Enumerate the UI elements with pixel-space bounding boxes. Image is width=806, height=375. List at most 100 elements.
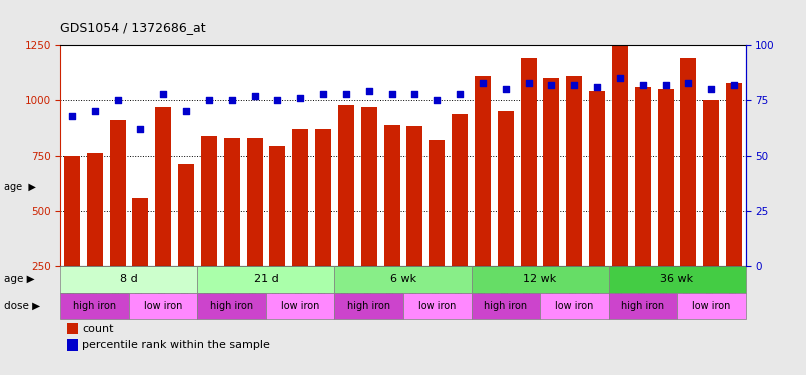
Point	[134, 126, 147, 132]
Bar	[612, 72, 628, 321]
Bar	[266, 293, 334, 320]
Bar	[129, 293, 197, 320]
Bar	[635, 142, 650, 321]
Point	[88, 108, 101, 114]
Point	[430, 97, 443, 103]
Bar	[452, 114, 468, 266]
Bar	[384, 124, 400, 266]
Bar	[609, 266, 746, 293]
Text: low iron: low iron	[281, 301, 319, 311]
Bar	[361, 162, 376, 321]
Bar	[338, 160, 354, 321]
Bar	[132, 253, 148, 321]
Bar	[475, 76, 491, 266]
Text: GDS1054 / 1372686_at: GDS1054 / 1372686_at	[60, 21, 206, 34]
Point	[613, 75, 626, 81]
Point	[704, 86, 717, 92]
Bar	[224, 193, 239, 321]
Bar	[269, 201, 285, 321]
Text: count: count	[82, 324, 114, 334]
Bar	[156, 162, 171, 321]
Point	[499, 86, 513, 92]
Point	[180, 108, 193, 114]
Bar	[178, 220, 194, 321]
Text: percentile rank within the sample: percentile rank within the sample	[82, 340, 270, 350]
Point	[363, 88, 376, 94]
Bar	[403, 293, 472, 320]
Bar	[680, 58, 696, 266]
Bar	[384, 180, 400, 321]
Point	[317, 91, 330, 97]
Bar	[635, 87, 650, 266]
Bar	[68, 339, 77, 351]
Bar	[543, 134, 559, 321]
Point	[271, 97, 284, 103]
Point	[385, 91, 398, 97]
Point	[156, 91, 169, 97]
Point	[111, 97, 124, 103]
Bar	[315, 129, 331, 266]
Bar	[726, 82, 742, 266]
Bar	[269, 146, 285, 266]
Text: high iron: high iron	[484, 301, 527, 311]
Point	[567, 82, 580, 88]
Point	[591, 84, 604, 90]
Bar	[197, 293, 266, 320]
Bar	[60, 266, 197, 293]
Bar	[293, 184, 308, 321]
Bar	[430, 140, 445, 266]
Point	[225, 97, 239, 103]
Text: high iron: high iron	[73, 301, 116, 311]
Bar	[178, 165, 194, 266]
Bar	[521, 58, 537, 266]
Bar	[338, 105, 354, 266]
Bar	[201, 136, 217, 266]
Text: 12 wk: 12 wk	[523, 274, 557, 285]
Bar	[475, 131, 491, 321]
Bar	[87, 153, 102, 266]
Bar	[658, 144, 674, 321]
Text: 8 d: 8 d	[120, 274, 138, 285]
Point	[637, 82, 650, 88]
Bar	[87, 209, 102, 321]
Bar	[567, 131, 582, 321]
Bar	[132, 198, 148, 266]
Bar	[247, 193, 263, 321]
Bar	[430, 195, 445, 321]
Point	[545, 82, 558, 88]
Point	[659, 82, 672, 88]
Bar	[452, 169, 468, 321]
Bar	[567, 76, 582, 266]
Bar	[589, 147, 605, 321]
Point	[682, 80, 695, 86]
Point	[248, 93, 261, 99]
Bar	[60, 293, 129, 320]
Bar	[543, 78, 559, 266]
Text: low iron: low iron	[144, 301, 182, 311]
Bar	[498, 166, 513, 321]
Text: 6 wk: 6 wk	[390, 274, 416, 285]
Bar	[612, 16, 628, 266]
Point	[408, 91, 421, 97]
Point	[476, 80, 489, 86]
Point	[293, 95, 306, 101]
Bar	[315, 184, 331, 321]
Bar	[704, 100, 719, 266]
Bar	[197, 266, 334, 293]
Bar	[704, 156, 719, 321]
Text: low iron: low iron	[692, 301, 730, 311]
Text: age  ▶: age ▶	[4, 183, 36, 192]
Text: 36 wk: 36 wk	[660, 274, 694, 285]
Point	[728, 82, 741, 88]
Bar	[201, 191, 217, 321]
Point	[522, 80, 535, 86]
Bar	[224, 138, 239, 266]
Bar	[677, 293, 746, 320]
Bar	[589, 92, 605, 266]
Text: high iron: high iron	[347, 301, 390, 311]
Bar	[726, 138, 742, 321]
Bar	[293, 129, 308, 266]
Text: high iron: high iron	[210, 301, 253, 311]
Text: low iron: low iron	[418, 301, 456, 311]
Point	[202, 97, 215, 103]
